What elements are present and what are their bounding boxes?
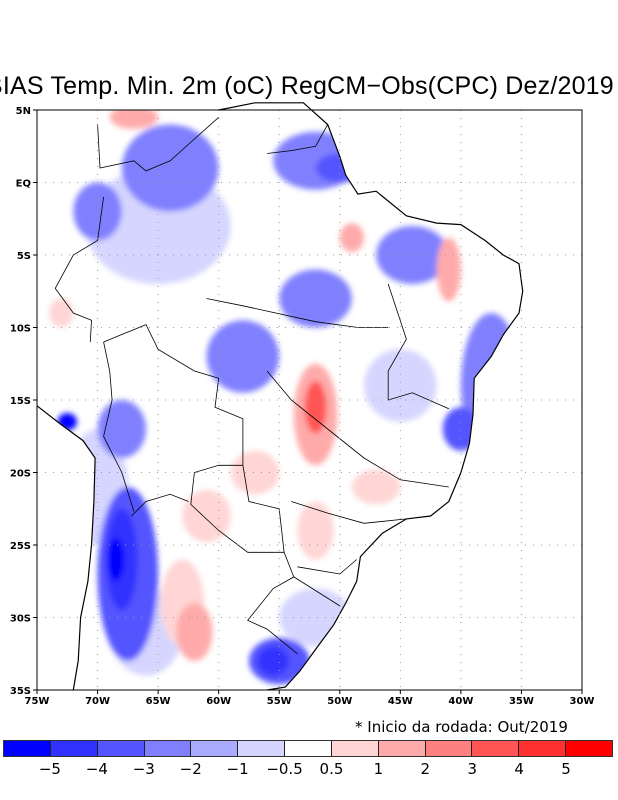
colorbar-swatch [519,741,567,756]
colorbar-label: −2 [179,760,202,778]
warm-bias-region [109,105,159,129]
border-line [190,464,285,553]
colorbar-swatch [50,741,98,756]
x-tick-label: 55W [267,696,292,707]
x-tick-label: 75W [25,696,50,707]
country-state-borders [54,117,449,655]
pacific-coastline [36,405,96,691]
axis-ticks: 75W 70W 65W 60W 55W 50W 45W 40W 35W 30W 5N EQ 5S 10S 1… [10,106,595,707]
border-line [54,196,104,289]
y-tick-label: 10S [10,324,31,335]
colorbar-swatch [472,741,520,756]
y-tick-label: 35S [10,686,31,697]
x-tick-label: 40W [448,696,473,707]
colorbar-swatch [566,741,612,756]
x-tick-label: 60W [206,696,231,707]
map-plot: 75W 70W 65W 60W 55W 50W 45W 40W 35W 30W 5N EQ 5S 10S 1… [10,102,595,707]
colorbar-label: 0.5 [319,760,344,778]
colorbar-label: −5 [38,760,61,778]
warm-bias-region [339,223,364,253]
x-tick-label: 70W [85,696,110,707]
border-line [266,370,449,488]
colorbar-label: 1 [373,760,384,778]
coastline [218,102,524,691]
warm-bias-region [304,381,327,434]
cold-bias-region [121,124,219,212]
border-line [387,283,449,410]
x-tick-label: 35W [509,696,534,707]
cold-bias-region [73,182,122,241]
cold-bias-region [257,646,289,676]
warm-bias-region [176,603,213,661]
x-tick-label: 65W [146,696,171,707]
y-tick-label: 15S [10,396,31,407]
border-line [297,559,357,575]
y-tick-label: 30S [10,614,31,625]
y-tick-label: 5N [16,106,31,117]
colorbar-swatch [4,741,51,756]
warm-bias-region [49,298,74,328]
cold-bias-region [279,269,352,328]
colorbar-label: −1 [226,760,249,778]
cold-bias-region [376,226,449,284]
cold-bias-region [107,537,125,582]
colorbar-swatch [191,741,239,756]
warm-bias-region [436,237,461,302]
border-line [293,576,341,607]
colorbar-swatch [285,741,332,756]
cold-bias-region [97,400,146,458]
colorbar-label: 4 [514,760,524,778]
colorbar-label: 3 [467,760,477,778]
run-start-note: * Inicio da rodada: Out/2019 [355,718,568,736]
warm-bias-region [230,450,280,495]
anomaly-field [49,105,522,685]
colorbar-label: −4 [85,760,108,778]
colorbar-label: −3 [132,760,155,778]
colorbar-swatch [331,741,379,756]
colorbar-swatch [144,741,192,756]
cold-bias-region [206,320,280,393]
y-tick-label: EQ [16,179,31,190]
colorbar-swatch [378,741,426,756]
x-tick-label: 45W [388,696,413,707]
border-line [97,117,219,172]
border-line [291,501,407,524]
colorbar-swatch [97,741,145,756]
border-line [206,298,389,328]
map-title: BIAS Temp. Min. 2m (oC) RegCM−Obs(CPC) D… [0,72,614,100]
border-line [131,493,189,517]
y-tick-label: 25S [10,541,31,552]
border-line [54,288,92,343]
y-tick-label: 5S [17,251,31,262]
colorbar-label: −0.5 [266,760,303,778]
colorbar-label: 5 [561,760,571,778]
border-line [103,341,135,512]
warm-bias-region [297,501,334,560]
cold-bias-region [279,588,352,647]
x-tick-label: 30W [570,696,595,707]
colorbar [3,740,613,757]
cold-bias-region [57,413,77,431]
x-tick-label: 50W [327,696,352,707]
border-line [103,324,298,655]
colorbar-swatch [425,741,473,756]
grid-lines [37,110,582,690]
y-tick-label: 20S [10,469,31,480]
warm-bias-region [351,469,401,505]
cold-bias-region [364,349,437,422]
colorbar-swatch [238,741,286,756]
border-line [267,124,329,154]
colorbar-label: 2 [420,760,431,778]
